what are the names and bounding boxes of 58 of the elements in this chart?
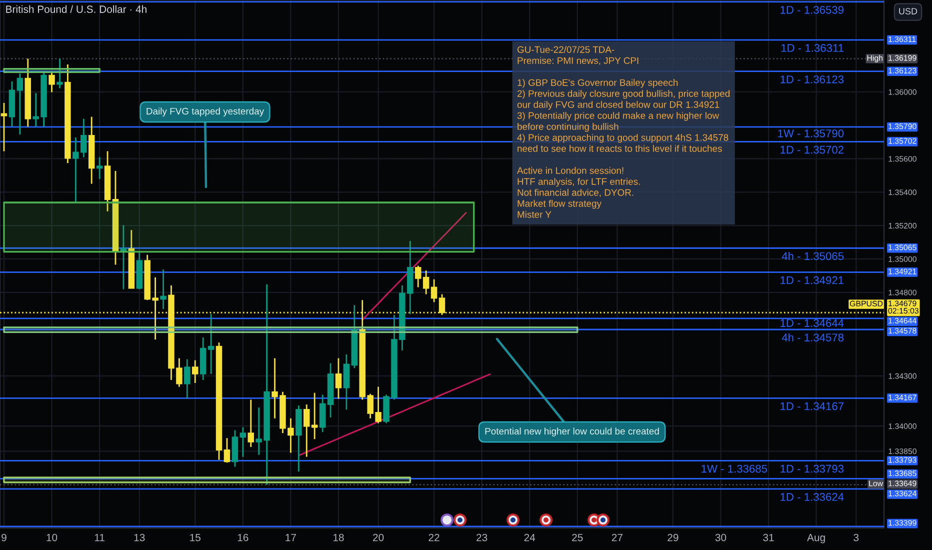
candlestick: [304, 404, 310, 458]
candlestick: [184, 358, 190, 400]
text: GU-Tue-22/07/25 TDA- Premise: PMI news, JPY CPI 1) GBP BoE's Governor Bailey speech 2) Previous daily closure good bullish, price tapped our daily FVG and closed below our DR 1.34921 3) Potentially price could make a new higher low before continuing bullish 4) Price approaching to good support 4hS 1.34578 need to see how it reacts to this level if it touches Active in London session! HTF analysis, for LTF entries. Not financial advice, DYOR. Market flow strategy Mister Y: [517, 46, 730, 218]
candlestick: [48, 72, 55, 93]
annotation: 1D - 1.36311: [781, 44, 844, 52]
annotation: 4h - 1.34578: [782, 333, 844, 342]
candlestick: [343, 354, 350, 410]
x-tick-label: 27: [612, 534, 622, 542]
x-tick-label: 11: [94, 534, 104, 542]
candlestick: [414, 264, 422, 288]
x-tick-label: 20: [373, 534, 384, 542]
candlestick: [224, 437, 230, 464]
annotation: 1D - 1.33624: [780, 493, 844, 501]
candlestick: [120, 224, 127, 290]
annotation: 1D - 1.36539: [780, 6, 844, 14]
candlestick: [16, 72, 24, 136]
annotation: 1D - 1.34167: [780, 402, 844, 410]
candlestick: [430, 278, 438, 303]
annotation: 4h - 1.35065: [782, 252, 844, 260]
x-tick-label: 16: [238, 534, 248, 542]
candlestick: [56, 58, 63, 89]
y-axis-title: USD: [899, 8, 918, 14]
annotation: 1W - 1.33685: [702, 464, 768, 473]
x-tick-label: 29: [668, 534, 678, 542]
x-tick-label: 3: [854, 534, 859, 542]
candlestick: [192, 360, 198, 384]
x-tick-label: 22: [428, 534, 440, 542]
x-tick-label: 15: [190, 534, 200, 542]
annotation: 1W - 1.35790: [778, 129, 844, 138]
x-tick-label: 24: [524, 534, 536, 542]
annotation: 1D - 1.34644: [780, 319, 844, 327]
annotation: 1D - 1.36123: [780, 75, 844, 84]
x-tick-label: 17: [286, 534, 296, 542]
candlestick: [422, 270, 430, 295]
x-tick-label: 18: [333, 534, 344, 542]
chart-title: British Pound / U.S. Dollar · 4h: [6, 5, 146, 13]
annotation: 1D - 1.33793: [780, 464, 844, 473]
candlestick: [0, 102, 8, 152]
candlestick: [240, 426, 246, 458]
candlestick: [335, 358, 342, 400]
x-tick-label: 9: [2, 534, 6, 542]
x-tick-label: Aug: [807, 534, 825, 544]
x-tick-label: 10: [46, 534, 58, 542]
candlestick: [96, 156, 103, 180]
annotation: Daily FVG tapped yesterday: [146, 108, 264, 116]
x-tick-label: 25: [572, 534, 583, 542]
x-tick-label: 30: [715, 534, 726, 542]
x-tick-label: 23: [476, 534, 488, 542]
x-tick-label: 31: [763, 534, 774, 542]
line-series: [362, 212, 467, 321]
annotation: Potential new higher low could be created: [485, 428, 659, 436]
candlestick: [319, 394, 326, 433]
annotation: 1D - 1.34921: [780, 276, 844, 284]
annotation: 1D - 1.35702: [780, 146, 844, 154]
candlestick: [248, 398, 254, 448]
candlestick: [160, 268, 166, 310]
candlestick: [208, 313, 214, 375]
x-tick-label: 13: [134, 534, 145, 542]
